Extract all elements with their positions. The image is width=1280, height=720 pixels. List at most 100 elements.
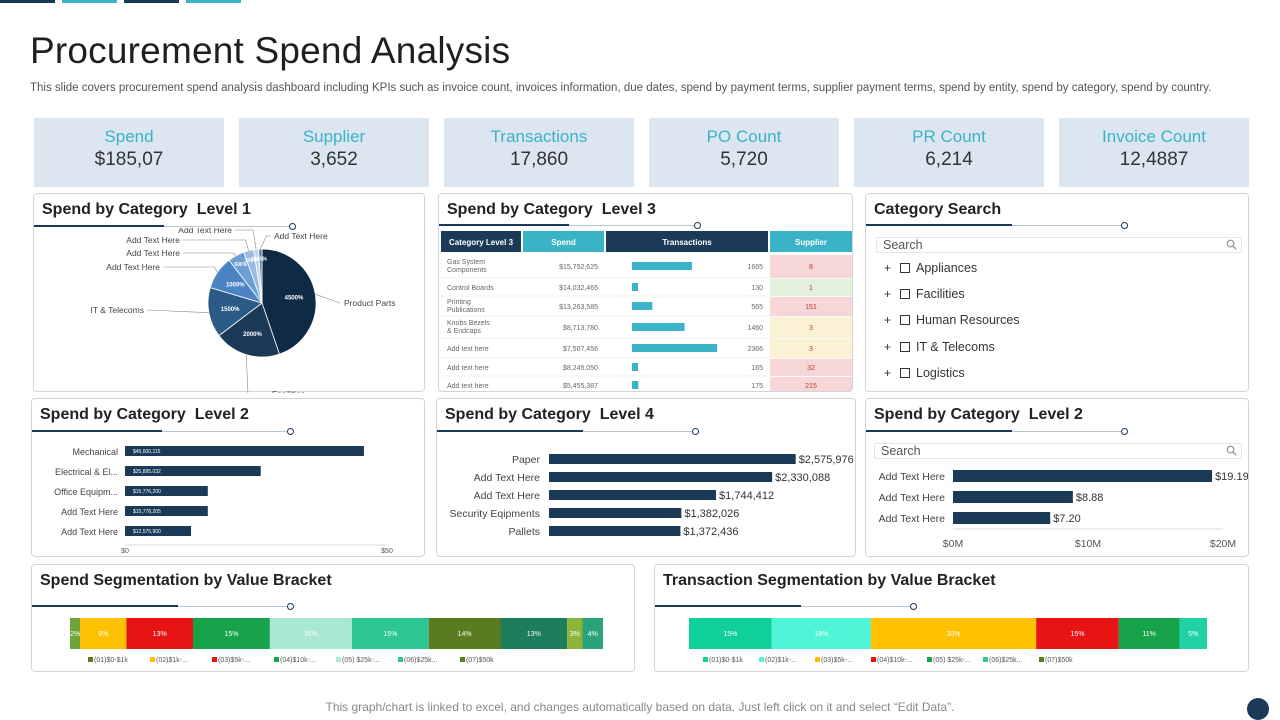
corner-dot bbox=[1247, 698, 1269, 720]
pie-slice bbox=[207, 287, 263, 337]
legend-label: (04)$10k-... bbox=[280, 657, 316, 664]
table-header-label: Transactions bbox=[662, 238, 712, 247]
pie-slice bbox=[261, 248, 317, 355]
title-underline bbox=[655, 603, 917, 610]
bar-data-label: $1,744,412 bbox=[719, 490, 774, 502]
segment-data-label: 9% bbox=[98, 631, 108, 638]
tree-item-it-telecoms[interactable]: + IT & Telecoms bbox=[884, 340, 995, 354]
table-transactions-cell: 565 bbox=[751, 304, 763, 311]
expand-icon[interactable]: + bbox=[884, 261, 892, 275]
expand-icon[interactable]: + bbox=[884, 287, 892, 301]
pie-data-label: 150% bbox=[251, 257, 264, 263]
pie-category-label: IT & Telecoms bbox=[90, 305, 144, 315]
category-label: Add Text Here bbox=[879, 471, 946, 483]
legend-swatch bbox=[871, 657, 876, 662]
expand-icon[interactable]: + bbox=[884, 340, 892, 354]
leader-line bbox=[163, 266, 218, 273]
checkbox[interactable] bbox=[900, 368, 910, 378]
search-placeholder: Search bbox=[883, 238, 923, 252]
segment-data-label: 15% bbox=[723, 631, 737, 638]
bar bbox=[953, 491, 1073, 503]
table-supplier-cell: 1 bbox=[809, 285, 813, 292]
panel-title: Spend by Category Level 3 bbox=[447, 201, 656, 218]
kpi-label: Spend bbox=[104, 127, 154, 146]
page-subtitle: This slide covers procurement spend anal… bbox=[30, 82, 1212, 94]
tree-item-label: Facilities bbox=[916, 287, 965, 301]
transaction-bar bbox=[632, 283, 638, 291]
supplier-cell-bg bbox=[770, 377, 852, 391]
checkbox[interactable] bbox=[900, 289, 910, 299]
title-underline bbox=[34, 223, 296, 230]
checkbox[interactable] bbox=[900, 342, 910, 352]
table-spend-cell: $15,752,625 bbox=[559, 264, 598, 271]
stacked-segment bbox=[70, 618, 81, 649]
transaction-bar bbox=[632, 344, 718, 352]
legend-swatch bbox=[927, 657, 932, 662]
legend-label: (01)$0-$1k bbox=[709, 657, 743, 664]
search-icon bbox=[1226, 239, 1237, 250]
category-label: Add Text Here bbox=[474, 472, 541, 484]
bar bbox=[125, 526, 192, 536]
table-supplier-cell: 3 bbox=[809, 346, 813, 353]
tree-item-appliances[interactable]: + Appliances bbox=[884, 261, 977, 275]
leader-line bbox=[260, 235, 271, 250]
kpi-value: 5,720 bbox=[720, 149, 768, 170]
kpi-value: 6,214 bbox=[925, 149, 973, 170]
segment-data-label: 2% bbox=[70, 631, 80, 638]
panel-level2-right: Spend by Category Level 2 Search Add Tex… bbox=[865, 398, 1249, 557]
legend-swatch bbox=[815, 657, 820, 662]
bar bbox=[549, 454, 796, 464]
leader-line bbox=[183, 252, 237, 256]
level2-search-input[interactable]: Search bbox=[874, 443, 1242, 459]
pie-category-label: Add Text Here bbox=[126, 248, 180, 258]
pie-slice bbox=[218, 302, 280, 358]
expand-icon[interactable]: + bbox=[884, 366, 892, 380]
tree-item-human-resources[interactable]: + Human Resources bbox=[884, 313, 1020, 327]
table-category-cell: Add text here bbox=[447, 365, 489, 372]
segment-data-label: 13% bbox=[153, 631, 167, 638]
panel-transaction-segmentation: Transaction Segmentation by Value Bracke… bbox=[654, 564, 1249, 672]
bar bbox=[125, 506, 208, 516]
bar-data-label: $1,372,436 bbox=[683, 526, 738, 538]
category-label: Office Equipm... bbox=[54, 487, 118, 497]
legend-label: (06)$25k... bbox=[404, 657, 438, 664]
bar bbox=[549, 526, 681, 536]
pie-data-label: 500% bbox=[234, 262, 247, 268]
legend-swatch bbox=[983, 657, 988, 662]
legend-swatch bbox=[336, 657, 341, 662]
legend-swatch bbox=[212, 657, 217, 662]
bar-data-label: $8.88 bbox=[1076, 492, 1104, 504]
kpi-label: Invoice Count bbox=[1102, 127, 1206, 146]
tree-item-facilities[interactable]: + Facilities bbox=[884, 287, 965, 301]
title-underline bbox=[437, 428, 699, 435]
stacked-segment bbox=[428, 618, 501, 649]
footer-note: This graph/chart is linked to excel, and… bbox=[325, 700, 955, 714]
legend-swatch bbox=[274, 657, 279, 662]
kpi-value: 12,4887 bbox=[1119, 149, 1189, 170]
legend-swatch bbox=[150, 657, 155, 662]
bar bbox=[953, 512, 1051, 524]
category-label: Pallets bbox=[508, 526, 540, 538]
legend-swatch bbox=[703, 657, 708, 662]
checkbox[interactable] bbox=[900, 263, 910, 273]
expand-icon[interactable]: + bbox=[884, 313, 892, 327]
table-transactions-cell: 2366 bbox=[747, 346, 763, 353]
table-supplier-cell: 8 bbox=[809, 264, 813, 271]
pie-chart: 4500% Product Parts 2000% Facilities 1500% IT… bbox=[90, 228, 396, 393]
legend-label: (04)$10k-... bbox=[877, 657, 913, 664]
title-underline bbox=[866, 428, 1128, 435]
tree-item-logistics[interactable]: + Logistics bbox=[884, 366, 965, 380]
bar-data-label: $15,778,205 bbox=[133, 509, 161, 515]
tree-item-label: Logistics bbox=[916, 366, 965, 380]
segment-data-label: 5% bbox=[1188, 631, 1198, 638]
transaction-segmentation-chart: 15% 18% 30% 15% 11% 5% (01)$0-$1k (02)$1k-... (0… bbox=[689, 618, 1207, 664]
supplier-cell-bg bbox=[770, 339, 852, 358]
segment-data-label: 15% bbox=[383, 631, 397, 638]
checkbox[interactable] bbox=[900, 315, 910, 325]
table-spend-cell: $14,032,465 bbox=[559, 285, 598, 292]
legend-label: (05) $25k-... bbox=[933, 657, 971, 664]
table-supplier-cell: 215 bbox=[805, 383, 817, 390]
legend-label: (06)$25k... bbox=[989, 657, 1023, 664]
category-search-input[interactable]: Search bbox=[876, 237, 1242, 253]
kpi-label: Supplier bbox=[302, 127, 366, 146]
